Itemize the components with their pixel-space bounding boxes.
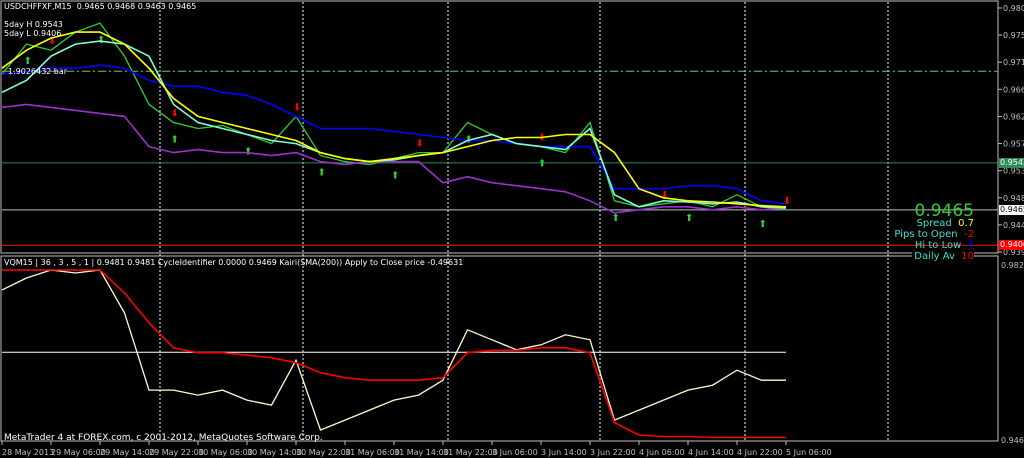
series-blue — [1, 64, 787, 205]
y-tick-label: 0.9755 — [1003, 31, 1024, 40]
up-arrow-icon: ⬆ — [612, 213, 620, 224]
down-arrow-icon: ⬇ — [171, 108, 179, 119]
x-tick-label: 4 Jun 14:00 — [688, 448, 734, 457]
pips-row: Pips to Open -2 — [894, 229, 974, 241]
series-cyan — [1, 40, 787, 209]
down-arrow-icon: ⬇ — [293, 102, 301, 113]
indicator-y-tick-label: 0.9822 — [1001, 261, 1024, 270]
x-tick-label: 3 Jun 22:00 — [590, 448, 636, 457]
hilo-value: 4 — [967, 240, 974, 251]
down-arrow-icon: ⬇ — [661, 190, 669, 201]
x-tick-label: 31 May 06:00 — [345, 448, 400, 457]
down-arrow-icon: ⬇ — [416, 139, 424, 150]
bar-label: 1.9026432 bar — [8, 67, 68, 76]
hilo-row: Hi to Low 4 — [915, 240, 974, 252]
spread-value: 0.7 — [958, 218, 974, 229]
spread-label: Spread — [916, 218, 952, 229]
up-arrow-icon: ⬆ — [24, 56, 32, 67]
y-tick-label: 0.9665 — [1003, 85, 1024, 94]
up-arrow-icon: ⬆ — [391, 171, 399, 182]
x-tick-label: 29 May 14:00 — [100, 448, 155, 457]
x-tick-label: 4 Jun 06:00 — [639, 448, 685, 457]
x-tick-label: 31 May 14:00 — [394, 448, 449, 457]
hilo-label: Hi to Low — [914, 240, 962, 251]
daily-row: Daily Av 10 — [912, 251, 974, 263]
pips-value: -2 — [964, 229, 974, 240]
series-purple — [1, 103, 787, 214]
y-tick-label: 0.9575 — [1003, 140, 1024, 149]
five-day-high: 5day H 0.9543 — [4, 20, 63, 29]
daily-value: 10 — [961, 251, 974, 262]
daily-label: Daily Av — [914, 251, 955, 262]
copyright-footer: MetaTrader 4 at FOREX.com, c 2001-2012, … — [4, 433, 323, 443]
down-arrow-icon: ⬇ — [783, 196, 791, 207]
indicator-pane-border — [0, 255, 999, 442]
series-signal — [2, 269, 786, 439]
indicator-y-tick-label: 0.9465 — [1001, 436, 1024, 445]
x-tick-label: 4 Jun 22:00 — [737, 448, 783, 457]
x-tick-label: 3 Jun 14:00 — [541, 448, 587, 457]
current-price-large: 0.9465 — [914, 201, 974, 221]
down-arrow-icon: ⬇ — [48, 36, 56, 47]
up-arrow-icon: ⬆ — [171, 134, 179, 145]
x-tick-label: 30 May 14:00 — [247, 448, 302, 457]
series-yellow — [1, 31, 787, 208]
x-tick-label: 31 May 22:00 — [443, 448, 498, 457]
pips-label: Pips to Open — [894, 229, 958, 240]
ohlc-values: 0.9465 0.9468 0.9463 0.9465 — [76, 2, 197, 11]
x-tick-label: 29 May 22:00 — [149, 448, 204, 457]
up-arrow-icon: ⬆ — [759, 219, 767, 230]
price-tag-current: 0.9465 — [999, 205, 1024, 215]
up-arrow-icon: ⬆ — [538, 159, 546, 170]
spread-row: Spread 0.7 — [917, 218, 974, 230]
symbol-header: USDCHFFXF,M15 0.9465 0.9468 0.9463 0.946… — [4, 2, 196, 11]
symbol-label: USDCHFFXF,M15 — [4, 2, 72, 11]
price-tag-low: 0.9406 — [999, 240, 1024, 250]
up-arrow-icon: ⬆ — [318, 168, 326, 179]
x-tick-label: 3 Jun 06:00 — [492, 448, 538, 457]
y-tick-label: 0.9485 — [1003, 194, 1024, 203]
series-oscillator — [1, 269, 786, 431]
x-tick-label: 29 May 06:00 — [51, 448, 106, 457]
x-tick-label: 30 May 22:00 — [296, 448, 351, 457]
y-tick-label: 0.9395 — [1003, 248, 1024, 257]
x-tick-label: 5 Jun 06:00 — [786, 448, 832, 457]
indicator-header: VQM15 | 36 , 3 , 5 , 1 | 0.9481 0.9481 C… — [4, 258, 464, 267]
x-tick-label: 30 May 06:00 — [198, 448, 253, 457]
x-tick-label: 28 May 2013 — [2, 448, 54, 457]
price-tag-high: 0.9543 — [999, 158, 1024, 168]
up-arrow-icon: ⬆ — [685, 213, 693, 224]
main-pane-border — [0, 0, 999, 254]
five-day-low: 5day L 0.9406 — [4, 29, 62, 38]
